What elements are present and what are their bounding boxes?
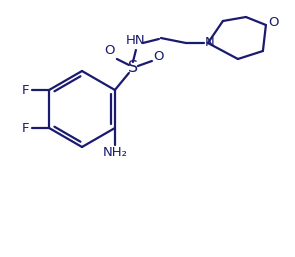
Text: NH₂: NH₂	[102, 146, 127, 160]
Text: O: O	[105, 44, 115, 58]
Text: F: F	[21, 122, 29, 134]
Text: HN: HN	[126, 34, 146, 48]
Text: N: N	[205, 36, 215, 50]
Text: F: F	[21, 84, 29, 96]
Text: O: O	[154, 50, 164, 62]
Text: S: S	[128, 60, 138, 76]
Text: O: O	[269, 16, 279, 30]
